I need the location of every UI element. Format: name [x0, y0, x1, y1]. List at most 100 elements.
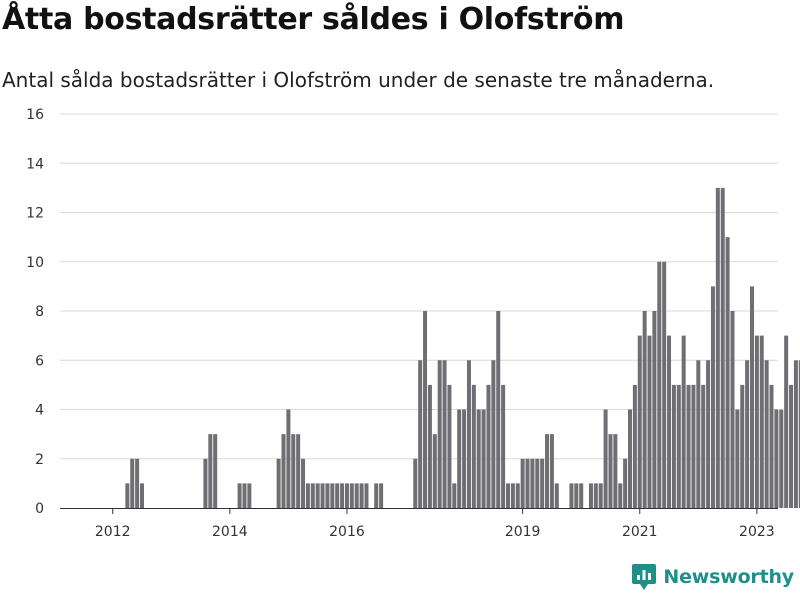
- bar: [740, 384, 745, 509]
- bar: [715, 187, 720, 509]
- bar: [325, 483, 330, 509]
- bar: [681, 335, 686, 509]
- y-tick-label: 2: [35, 452, 44, 468]
- bar: [237, 483, 242, 509]
- bar: [413, 458, 418, 508]
- bar: [779, 409, 784, 508]
- x-tick-label: 2019: [505, 524, 541, 540]
- y-tick-label: 14: [26, 156, 44, 172]
- bar: [735, 409, 740, 508]
- bar: [642, 311, 647, 508]
- bar: [286, 409, 291, 508]
- bar: [774, 409, 779, 508]
- bar: [725, 237, 730, 509]
- bar: [608, 434, 613, 509]
- y-tick-label: 8: [35, 304, 44, 320]
- bar: [315, 483, 320, 509]
- bar: [335, 483, 340, 509]
- bar: [588, 483, 593, 509]
- bar: [432, 434, 437, 509]
- bar: [213, 434, 218, 509]
- bar: [603, 409, 608, 508]
- bar: [452, 483, 457, 509]
- bar: [676, 384, 681, 509]
- bar: [462, 409, 467, 508]
- bar: [515, 483, 520, 509]
- bar: [330, 483, 335, 509]
- bar: [652, 311, 657, 508]
- bar: [344, 483, 349, 509]
- y-tick-label: 0: [35, 501, 44, 517]
- chart-title: Åtta bostadsrätter såldes i Olofström: [2, 2, 625, 37]
- bars: [125, 187, 800, 509]
- bar: [520, 458, 525, 508]
- bar: [691, 384, 696, 509]
- x-tick-label: 2014: [212, 524, 248, 540]
- bar: [486, 384, 491, 509]
- bar: [720, 187, 725, 509]
- bar: [535, 458, 540, 508]
- bar: [242, 483, 247, 509]
- bar: [798, 360, 800, 508]
- bar: [427, 384, 432, 509]
- bar: [598, 483, 603, 509]
- bar: [140, 483, 144, 509]
- bar: [554, 483, 559, 509]
- bar: [130, 458, 135, 508]
- bar: [125, 483, 130, 509]
- bar: [305, 483, 310, 509]
- bar: [759, 335, 764, 509]
- bar: [208, 434, 213, 509]
- bar: [701, 384, 706, 509]
- brand-name: Newsworthy: [663, 566, 794, 588]
- bar: [310, 483, 315, 509]
- bar: [754, 335, 759, 509]
- x-tick-label: 2016: [329, 524, 365, 540]
- bar: [476, 409, 481, 508]
- bar: [320, 483, 325, 509]
- bar: [545, 434, 550, 509]
- y-tick-label: 12: [26, 206, 44, 222]
- bar: [686, 384, 691, 509]
- bar: [203, 458, 208, 508]
- bar: [647, 335, 652, 509]
- bar: [579, 483, 584, 509]
- bar: [364, 483, 369, 509]
- y-tick-label: 16: [26, 107, 44, 123]
- bar: [628, 409, 632, 508]
- bar: [618, 483, 623, 509]
- bar: [379, 483, 384, 509]
- bar: [793, 360, 798, 508]
- y-tick-label: 4: [35, 403, 44, 419]
- bar: [574, 483, 579, 509]
- chart-subtitle: Antal sålda bostadsrätter i Olofström un…: [2, 68, 715, 92]
- x-tick-label: 2012: [95, 524, 131, 540]
- x-tick-label: 2021: [622, 524, 658, 540]
- bar: [471, 384, 476, 509]
- bar: [593, 483, 598, 509]
- bar: [349, 483, 354, 509]
- bar: [135, 458, 140, 508]
- bar: [501, 384, 506, 509]
- bar: [437, 360, 442, 508]
- bar: [710, 286, 715, 509]
- bar: [696, 360, 701, 508]
- bar: [466, 360, 471, 508]
- bar: [291, 434, 296, 509]
- bar: [730, 311, 735, 508]
- bar: [247, 483, 252, 509]
- bar: [340, 483, 345, 509]
- bar: [662, 261, 667, 508]
- x-axis: 2012201420162019202120232025: [60, 508, 778, 540]
- bar: [491, 360, 496, 508]
- bar: [525, 458, 530, 508]
- bar: [276, 458, 281, 508]
- bar: [359, 483, 364, 509]
- y-axis: 0 2 4 6 8 10 12 14 16: [26, 107, 44, 517]
- bar: [549, 434, 554, 509]
- bar: [481, 409, 486, 508]
- bar: [764, 360, 769, 508]
- bar: [657, 261, 662, 508]
- bar: [296, 434, 301, 509]
